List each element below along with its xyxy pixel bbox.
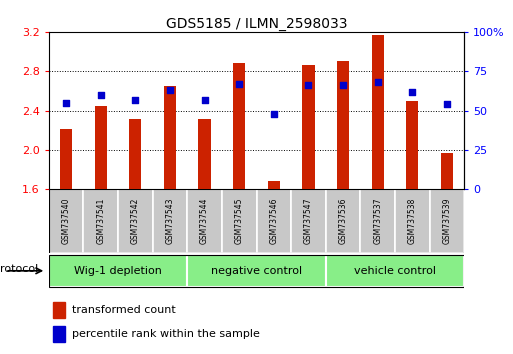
Bar (222, 189, 256, 253)
Bar (129, 119, 142, 189)
Bar (337, 61, 349, 189)
Bar (406, 101, 419, 189)
Point (96, 92, 105, 98)
Bar (118, 189, 153, 253)
Text: GSM737547: GSM737547 (304, 198, 313, 245)
Text: GSM737543: GSM737543 (165, 198, 174, 245)
Bar (187, 255, 326, 287)
Text: GSM737541: GSM737541 (96, 198, 105, 245)
Bar (199, 120, 211, 189)
Text: vehicle control: vehicle control (354, 266, 436, 276)
Bar (371, 35, 384, 189)
Bar (60, 129, 72, 189)
Point (339, 82, 347, 88)
Bar (326, 189, 360, 253)
Text: GSM737537: GSM737537 (373, 198, 382, 245)
Bar (291, 189, 326, 253)
Bar (49, 255, 187, 287)
Point (235, 81, 243, 87)
Text: transformed count: transformed count (72, 305, 175, 315)
Text: negative control: negative control (211, 266, 302, 276)
Bar (94, 106, 107, 189)
Text: GSM737536: GSM737536 (339, 198, 348, 245)
Point (166, 87, 174, 93)
Text: GSM737544: GSM737544 (200, 198, 209, 245)
Bar (326, 255, 464, 287)
Bar (187, 189, 222, 253)
Bar (395, 189, 429, 253)
Text: Wig-1 depletion: Wig-1 depletion (74, 266, 162, 276)
Bar (233, 63, 245, 189)
Bar (441, 153, 453, 189)
Title: GDS5185 / ILMN_2598033: GDS5185 / ILMN_2598033 (166, 17, 347, 31)
Bar (268, 181, 280, 189)
Bar (49, 189, 83, 253)
Point (62, 100, 70, 105)
Point (373, 79, 382, 85)
Bar (256, 189, 291, 253)
Text: GSM737545: GSM737545 (234, 198, 244, 245)
Text: GSM737542: GSM737542 (131, 198, 140, 245)
Bar (164, 86, 176, 189)
Text: percentile rank within the sample: percentile rank within the sample (72, 329, 260, 339)
Point (201, 97, 209, 102)
Point (304, 82, 312, 88)
Text: GSM737546: GSM737546 (269, 198, 279, 245)
Text: GSM737540: GSM737540 (62, 198, 71, 245)
Bar (429, 189, 464, 253)
Bar (153, 189, 187, 253)
Bar (83, 189, 118, 253)
Bar (53, 326, 65, 342)
Text: GSM737539: GSM737539 (442, 198, 451, 245)
Point (131, 97, 140, 102)
Bar (360, 189, 395, 253)
Text: protocol: protocol (0, 264, 38, 274)
Point (443, 102, 451, 107)
Bar (53, 302, 65, 318)
Point (270, 111, 278, 116)
Bar (302, 65, 314, 189)
Point (408, 89, 417, 95)
Text: GSM737538: GSM737538 (408, 198, 417, 245)
